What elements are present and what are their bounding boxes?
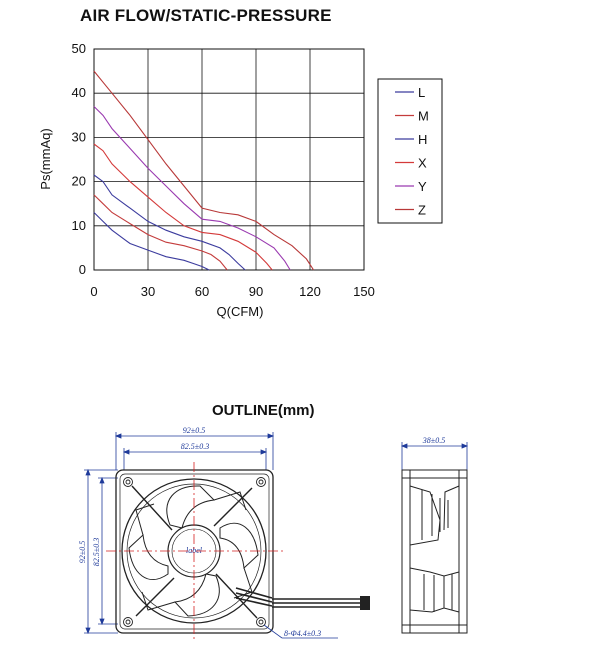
- width-dimension: [114, 432, 275, 470]
- legend-label-H: H: [418, 132, 427, 147]
- dim-width-outer: 92±0.5: [183, 426, 205, 435]
- y-tick-0: 0: [79, 262, 86, 277]
- y-tick-10: 10: [72, 218, 86, 233]
- dim-width-inner: 82.5±0.3: [181, 442, 209, 451]
- fan-label-text: label: [186, 546, 203, 555]
- legend-label-X: X: [418, 156, 427, 171]
- y-tick-20: 20: [72, 174, 86, 189]
- x-axis-label: Q(CFM): [217, 304, 264, 319]
- height-dimension: [84, 468, 118, 635]
- series-line-M: [93, 194, 228, 271]
- series-line-Z: [93, 70, 315, 271]
- y-tick-labels: 0 10 20 30 40 50: [72, 41, 86, 277]
- fan-struts: [131, 485, 258, 619]
- grid: [94, 49, 364, 270]
- mount-hole-br: [256, 617, 266, 627]
- center-lines: [106, 462, 284, 642]
- dim-depth: 38±0.5: [422, 436, 445, 445]
- y-axis-label: Ps(mmAq): [38, 128, 53, 189]
- x-tick-150: 150: [353, 284, 375, 299]
- series-line-H: [93, 174, 246, 271]
- depth-dimension: [400, 442, 469, 470]
- x-tick-0: 0: [90, 284, 97, 299]
- x-tick-90: 90: [249, 284, 263, 299]
- side-profile: [401, 469, 468, 634]
- fan-housing-ring: [121, 478, 267, 624]
- fan-frame: [115, 469, 274, 634]
- pressure-chart: 0 10 20 30 40 50 0 30 60 90 120 150 Q(CFM) Ps(mmAq…: [38, 41, 443, 319]
- series-lines: [93, 70, 315, 271]
- side-view: 38±0.5: [400, 436, 469, 634]
- chart-title: AIR FLOW/STATIC-PRESSURE: [80, 6, 332, 25]
- mount-hole-bl: [123, 617, 133, 627]
- y-tick-40: 40: [72, 85, 86, 100]
- plot-frame: [93, 48, 365, 271]
- y-tick-30: 30: [72, 129, 86, 144]
- dim-height-inner: 82.5±0.3: [92, 538, 101, 566]
- legend-label-M: M: [418, 109, 429, 124]
- y-tick-50: 50: [72, 41, 86, 56]
- mounting-holes: [123, 477, 266, 627]
- legend-label-L: L: [418, 85, 425, 100]
- legend-label-Y: Y: [418, 179, 427, 194]
- dim-height-outer: 92±0.5: [78, 541, 87, 563]
- mount-hole-tl: [123, 477, 133, 487]
- dim-holes: 8-Φ4.4±0.3: [284, 629, 321, 638]
- fan-cables: [235, 587, 368, 608]
- x-tick-30: 30: [141, 284, 155, 299]
- hole-leader: [263, 624, 338, 639]
- cable-connector: [360, 596, 370, 610]
- front-view: 92±0.5 82.5±0.3 92±0.5 82.5±0.3: [78, 426, 370, 642]
- series-line-Y: [93, 106, 291, 271]
- series-line-X: [93, 143, 273, 271]
- x-tick-labels: 0 30 60 90 120 150: [90, 284, 374, 299]
- legend-box: [377, 78, 443, 224]
- fan-frame-inner: [119, 473, 270, 630]
- x-tick-120: 120: [299, 284, 321, 299]
- legend-label-Z: Z: [418, 203, 426, 218]
- mount-hole-tr: [256, 477, 266, 487]
- series-line-L: [93, 212, 210, 271]
- x-tick-60: 60: [195, 284, 209, 299]
- outline-title: OUTLINE(mm): [212, 402, 315, 419]
